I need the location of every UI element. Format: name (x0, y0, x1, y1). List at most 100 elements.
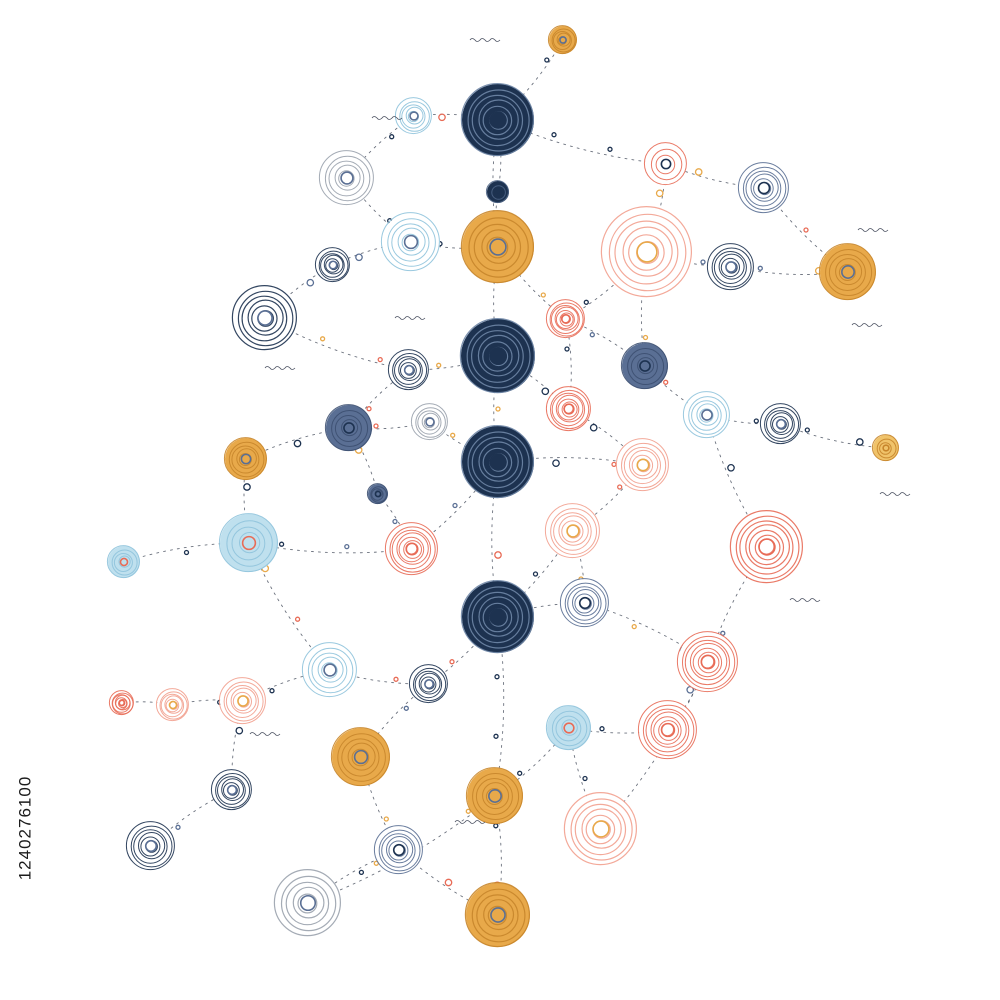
connection-dot (540, 292, 546, 298)
scribble-mark (249, 732, 281, 736)
connection-line (497, 246, 567, 320)
circle-node (231, 285, 297, 351)
connection-dot (494, 551, 502, 559)
stock-id-label: 1240276100 (14, 755, 36, 900)
connection-dot (855, 438, 864, 446)
scribble-labels (249, 38, 911, 824)
connection-dot (694, 168, 703, 176)
connection-dot (517, 770, 523, 776)
circle-node (210, 769, 252, 811)
connection-dot (551, 132, 557, 138)
connection-dot (389, 134, 395, 140)
connection-dot (235, 726, 244, 735)
circle-node (637, 700, 697, 760)
connection-dot (589, 423, 598, 432)
connection-dot (753, 418, 759, 424)
circle-nodes (106, 25, 899, 948)
connection-dot (631, 623, 637, 630)
circle-node (410, 403, 448, 441)
connection-dot (552, 459, 560, 468)
circle-node (218, 513, 278, 573)
connection-line (494, 727, 570, 797)
circle-node (380, 212, 440, 272)
connection-line (264, 317, 410, 371)
circle-node (559, 578, 609, 628)
circle-node (408, 664, 448, 704)
circle-node (125, 821, 175, 871)
scribble-mark (394, 316, 426, 320)
circle-node (545, 386, 591, 432)
connection-line (360, 683, 430, 758)
circle-node (314, 247, 350, 283)
connection-dot (383, 816, 389, 822)
connection-dot (392, 518, 398, 525)
connection-dot (243, 483, 251, 491)
connection-dot (532, 571, 539, 577)
connection-line (497, 530, 574, 618)
connection-dot (183, 549, 190, 556)
connection-dot (452, 502, 458, 509)
connection-dot (583, 299, 589, 305)
connection-dot (444, 878, 453, 887)
scribble-mark (789, 598, 821, 602)
connection-dot (589, 332, 595, 338)
connection-dot (611, 461, 617, 468)
connection-dot (544, 57, 550, 63)
circle-node (547, 25, 577, 55)
connection-line (640, 251, 648, 367)
circle-node (460, 425, 534, 499)
circle-node (759, 403, 801, 445)
connection-dot (564, 346, 570, 352)
scribble-mark (879, 492, 911, 496)
circle-node (465, 767, 523, 825)
connection-dot (617, 484, 623, 490)
circle-node (464, 881, 530, 948)
connection-line (360, 756, 400, 851)
circle-node (373, 825, 423, 875)
circle-node (729, 509, 804, 584)
connection-dot (306, 278, 315, 287)
circle-node (106, 545, 140, 579)
circle-node (273, 868, 341, 937)
circle-node (460, 210, 534, 284)
connection-dot (319, 336, 326, 342)
circle-node (318, 150, 374, 206)
circle-node (108, 690, 134, 716)
connection-dot (278, 541, 285, 547)
circle-node (615, 438, 669, 492)
connection-dot (494, 674, 500, 680)
connection-dot (393, 676, 399, 682)
connection-dot (438, 113, 446, 122)
circle-node (620, 342, 668, 390)
circle-node (676, 631, 738, 693)
circle-node (387, 349, 429, 391)
connection-line (568, 727, 669, 734)
circle-node (366, 483, 388, 505)
connection-dot (607, 146, 613, 152)
connection-dot (436, 362, 442, 368)
connection-dot (700, 259, 706, 265)
circle-node (706, 243, 754, 291)
circle-node (563, 791, 638, 866)
connection-dot (541, 387, 550, 396)
connection-line (150, 789, 233, 847)
connection-dot (582, 775, 588, 782)
circle-node (737, 162, 789, 214)
connection-dot (663, 379, 669, 385)
connection-dot (450, 432, 456, 438)
connection-dot (655, 189, 664, 198)
stock-id-text: 1240276100 (15, 775, 35, 880)
circle-node (544, 503, 600, 559)
circle-node (643, 142, 687, 186)
circle-node (818, 243, 876, 301)
circle-node (223, 437, 267, 481)
connection-dot (293, 439, 302, 448)
connection-dot (344, 543, 350, 550)
connection-dot (727, 463, 735, 472)
connection-dot (294, 616, 301, 622)
connection-line (329, 669, 430, 685)
connection-dot (355, 253, 363, 262)
connection-dot (493, 733, 499, 739)
connection-dot (495, 406, 501, 412)
circle-node (460, 82, 534, 157)
